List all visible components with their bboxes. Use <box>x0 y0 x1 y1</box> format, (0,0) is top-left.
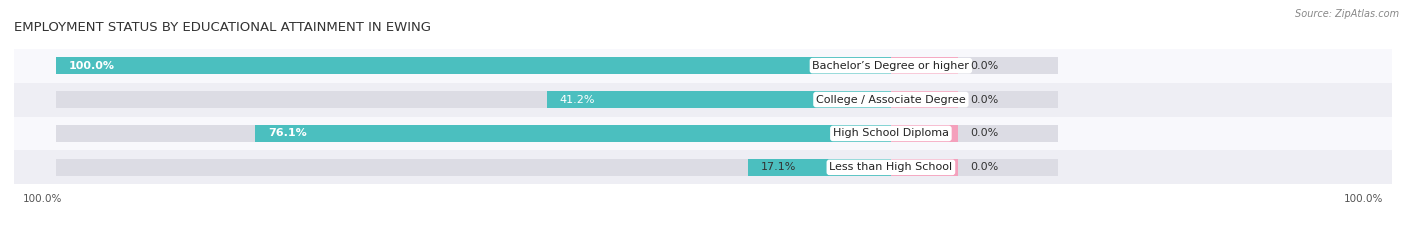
Text: 100.0%: 100.0% <box>1344 194 1384 204</box>
Bar <box>56 125 891 142</box>
Bar <box>891 57 957 75</box>
Bar <box>547 91 891 108</box>
Bar <box>891 57 1057 75</box>
Text: 76.1%: 76.1% <box>269 128 307 138</box>
Bar <box>14 150 1406 184</box>
Text: 41.2%: 41.2% <box>560 95 595 105</box>
Bar <box>891 91 1057 108</box>
Bar <box>14 83 1406 116</box>
Bar <box>891 125 1057 142</box>
Text: 0.0%: 0.0% <box>970 128 998 138</box>
Text: 0.0%: 0.0% <box>970 162 998 172</box>
Bar <box>56 57 891 75</box>
Bar <box>256 125 891 142</box>
Text: 100.0%: 100.0% <box>69 61 114 71</box>
Bar <box>891 91 957 108</box>
Text: College / Associate Degree: College / Associate Degree <box>815 95 966 105</box>
Bar <box>891 125 957 142</box>
Text: Less than High School: Less than High School <box>830 162 952 172</box>
Text: High School Diploma: High School Diploma <box>832 128 949 138</box>
Bar <box>14 49 1406 83</box>
Text: 17.1%: 17.1% <box>761 162 796 172</box>
Bar <box>56 57 891 75</box>
Bar <box>748 158 891 176</box>
Text: 0.0%: 0.0% <box>970 95 998 105</box>
Bar <box>14 116 1406 150</box>
Text: Bachelor’s Degree or higher: Bachelor’s Degree or higher <box>813 61 969 71</box>
Bar <box>56 91 891 108</box>
Text: EMPLOYMENT STATUS BY EDUCATIONAL ATTAINMENT IN EWING: EMPLOYMENT STATUS BY EDUCATIONAL ATTAINM… <box>14 21 432 34</box>
Text: Source: ZipAtlas.com: Source: ZipAtlas.com <box>1295 9 1399 19</box>
Bar <box>56 158 891 176</box>
Bar <box>891 158 1057 176</box>
Text: 0.0%: 0.0% <box>970 61 998 71</box>
Text: 100.0%: 100.0% <box>22 194 62 204</box>
Bar <box>891 158 957 176</box>
